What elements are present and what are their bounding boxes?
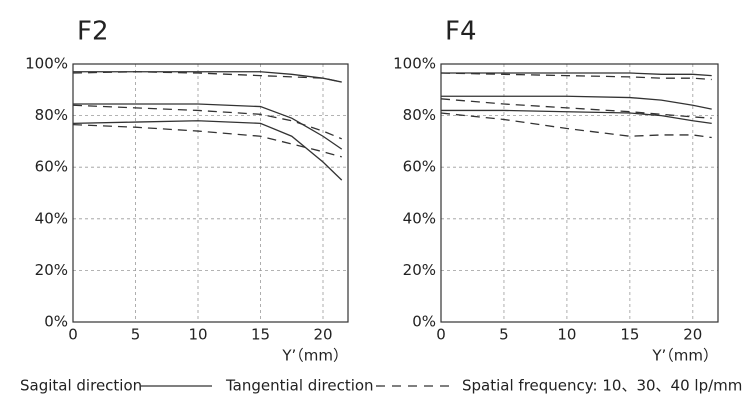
y-tick-label: 20% [403,261,436,279]
y-tick-label: 80% [35,106,68,124]
x-tick-label: 20 [313,326,332,344]
y-tick-label: 100% [393,55,436,73]
x-axis-label: Y’（mm） [281,347,348,365]
x-tick-label: 10 [188,326,207,344]
plot-frame [72,63,349,323]
mtf-curve [441,72,712,77]
y-tick-label: 60% [403,158,436,176]
mtf-curve [72,104,342,140]
x-tick-label: 5 [131,326,141,344]
mtf-curve [440,72,712,81]
x-tick-label: 15 [620,326,639,344]
y-tick-label: 40% [35,209,68,227]
y-tick-label: 0% [412,313,436,331]
x-axis-label: Y’（mm） [651,347,718,365]
y-tick-label: 80% [403,106,436,124]
y-tick-label: 40% [403,209,436,227]
chart-title: F4 [445,17,477,47]
mtf-curve [441,95,712,110]
plot-frame [440,63,719,323]
y-tick-label: 100% [25,55,68,73]
mtf-curve [440,112,712,139]
mtf-curve [72,71,342,83]
x-tick-label: 15 [251,326,270,344]
y-tick-label: 60% [35,158,68,176]
legend-dashed-label: Tangential direction [225,377,374,395]
mtf-curve [72,123,342,158]
chart-title: F2 [77,17,109,47]
legend-solid-label: Sagital direction [20,377,142,395]
y-tick-label: 0% [44,313,68,331]
mtf-curve [73,103,343,150]
x-tick-label: 20 [683,326,702,344]
mtf-curve [441,109,712,124]
mtf-curve [440,98,712,119]
x-tick-label: 0 [68,326,78,344]
legend-note: Spatial frequency: 10、30、40 lp/mm [462,377,742,395]
x-tick-label: 5 [499,326,509,344]
x-tick-label: 0 [436,326,446,344]
x-tick-label: 10 [557,326,576,344]
mtf-curve [72,120,343,181]
y-tick-label: 20% [35,261,68,279]
